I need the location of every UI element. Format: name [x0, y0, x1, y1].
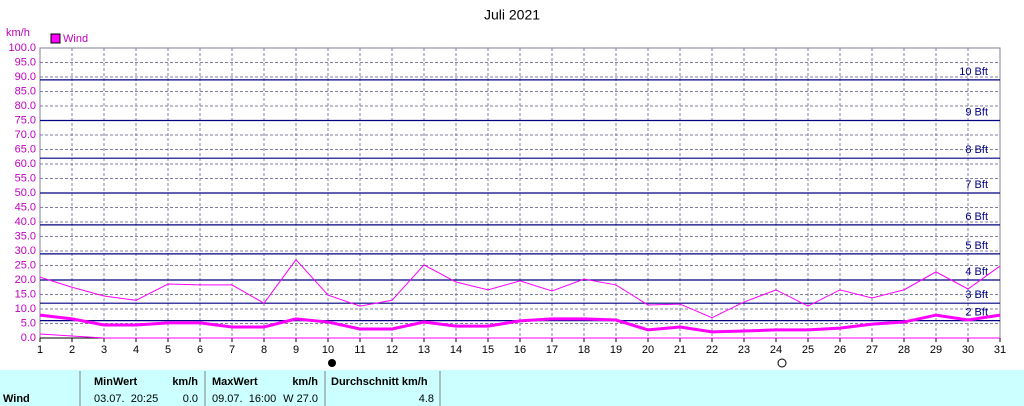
x-tick-label: 29	[930, 344, 942, 356]
y-tick-label: 70.0	[15, 129, 36, 141]
series-line	[39, 333, 1000, 339]
y-tick-label: 35.0	[15, 230, 36, 242]
beaufort-label: 3 Bft	[965, 289, 988, 301]
beaufort-label: 10 Bft	[959, 66, 988, 78]
beaufort-label: 2 Bft	[965, 307, 988, 319]
y-tick-label: 75.0	[15, 114, 36, 126]
x-tick-label: 2	[69, 344, 75, 356]
x-tick-label: 31	[994, 344, 1006, 356]
x-tick-label: 20	[642, 344, 654, 356]
beaufort-label: 7 Bft	[965, 179, 988, 191]
y-tick-label: 85.0	[15, 85, 36, 97]
col-unit: km/h	[292, 376, 318, 388]
y-tick-label: 80.0	[15, 100, 36, 112]
moon-full	[777, 358, 787, 368]
beaufort-label: 6 Bft	[965, 211, 988, 223]
x-tick-label: 17	[546, 344, 558, 356]
beaufort-label: 4 Bft	[965, 266, 988, 278]
moon-new	[328, 359, 336, 367]
chart-title: Juli 2021	[484, 7, 540, 23]
y-tick-label: 90.0	[15, 71, 36, 83]
stat-time: 03.07. 20:25	[94, 393, 158, 405]
stats-header: Wind MinWert km/h MaxWert km/h Durchschn…	[3, 376, 428, 405]
x-tick-label: 5	[165, 344, 171, 356]
y-tick-label: 20.0	[15, 274, 36, 286]
x-tick-label: 12	[386, 344, 398, 356]
x-tick-label: 16	[514, 344, 526, 356]
x-tick-label: 18	[578, 344, 590, 356]
x-tick-label: 19	[610, 344, 622, 356]
x-tick-label: 14	[450, 344, 462, 356]
y-tick-label: 55.0	[15, 172, 36, 184]
y-tick-label: 10.0	[15, 303, 36, 315]
col-title: MinWert	[94, 376, 138, 388]
y-tick-label: 95.0	[15, 56, 36, 68]
y-tick-label: 25.0	[15, 259, 36, 271]
x-tick-label: 10	[322, 344, 334, 356]
legend-label: Wind	[63, 33, 88, 45]
x-tick-label: 21	[674, 344, 686, 356]
stat-value: 0.0	[183, 393, 198, 405]
x-tick-label: 15	[482, 344, 494, 356]
x-tick-label: 28	[898, 344, 910, 356]
x-tick-label: 9	[293, 344, 299, 356]
x-tick-label: 26	[834, 344, 846, 356]
x-tick-label: 25	[802, 344, 814, 356]
col-unit: km/h	[172, 376, 198, 388]
y-tick-label: 5.0	[21, 317, 36, 329]
y-tick-label: 0.0	[21, 332, 36, 344]
x-tick-label: 24	[770, 344, 782, 356]
y-axis-label: km/h	[6, 27, 30, 39]
col-title: MaxWert	[212, 376, 258, 388]
beaufort-label: 8 Bft	[965, 144, 988, 156]
x-tick-label: 30	[962, 344, 974, 356]
x-tick-label: 8	[261, 344, 267, 356]
col-title: Durchschnitt km/h	[331, 376, 428, 388]
x-tick-label: 27	[866, 344, 878, 356]
y-tick-label: 45.0	[15, 201, 36, 213]
x-tick-label: 23	[738, 344, 750, 356]
series-line	[39, 313, 1001, 334]
series-line	[39, 258, 1001, 319]
x-tick-label: 4	[133, 344, 139, 356]
x-tick-label: 7	[229, 344, 235, 356]
y-tick-label: 100.0	[8, 42, 36, 54]
x-tick-label: 3	[101, 344, 107, 356]
y-tick-label: 60.0	[15, 158, 36, 170]
legend-swatch	[50, 33, 61, 44]
stat-time: 09.07. 16:00	[212, 393, 276, 405]
y-tick-label: 65.0	[15, 143, 36, 155]
row-label: Wind	[3, 393, 30, 405]
stats-table	[0, 370, 1024, 406]
x-tick-label: 11	[354, 344, 365, 356]
x-tick-label: 6	[197, 344, 203, 356]
y-tick-label: 40.0	[15, 216, 36, 228]
x-tick-label: 22	[706, 344, 718, 356]
x-tick-label: 13	[418, 344, 430, 356]
beaufort-label: 5 Bft	[965, 240, 988, 252]
y-tick-label: 50.0	[15, 187, 36, 199]
stats-borders	[79, 371, 441, 406]
y-tick-label: 15.0	[15, 288, 36, 300]
beaufort-label: 9 Bft	[965, 106, 988, 118]
x-tick-label: 1	[37, 344, 43, 356]
stat-value: 4.8	[419, 393, 434, 405]
y-tick-label: 30.0	[15, 245, 36, 257]
stat-value: W 27.0	[283, 393, 318, 405]
